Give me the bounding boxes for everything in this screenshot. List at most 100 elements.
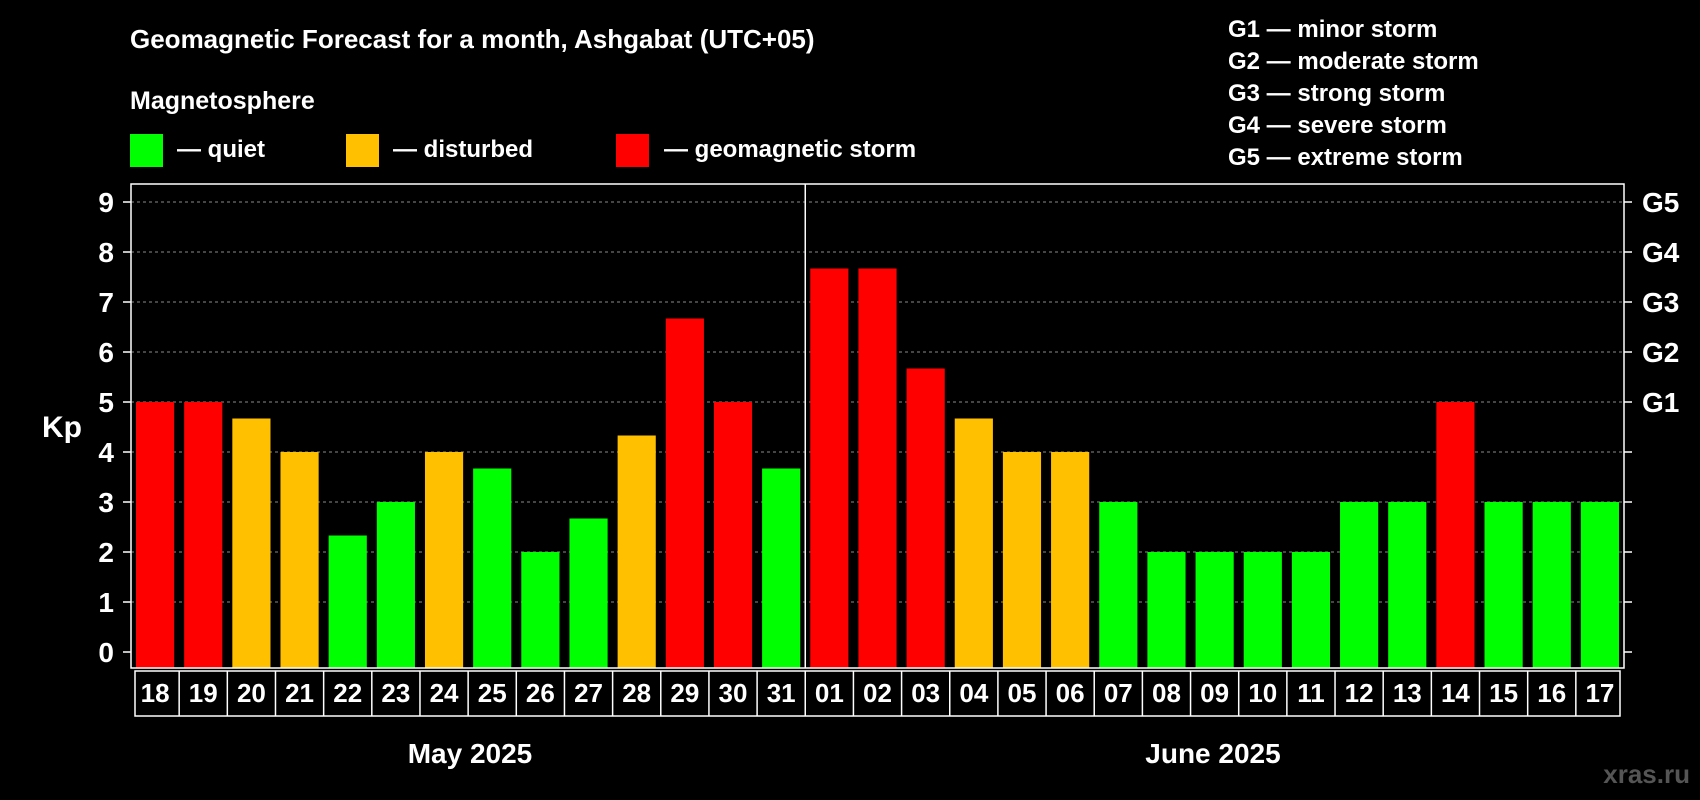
month-label-june: June 2025 (1145, 738, 1280, 769)
bar (376, 502, 415, 668)
x-tick-label: 23 (381, 678, 410, 708)
y-tick-label: 6 (98, 337, 114, 368)
x-tick-labels: 18 19 20 21 22 23 24 25 26 27 28 29 30 31 01 02 03 04 05 06… (134, 670, 1621, 717)
x-label-frame (134, 670, 1621, 717)
bar (1195, 552, 1234, 668)
bar (184, 402, 223, 668)
x-tick-label: 31 (767, 678, 796, 708)
bar (328, 535, 367, 668)
g-scale-label: G3 (1642, 287, 1679, 318)
bar (1388, 502, 1427, 668)
x-tick-label: 18 (141, 678, 170, 708)
chart-title: Geomagnetic Forecast for a month, Ashgab… (130, 24, 815, 54)
month-label-may: May 2025 (408, 738, 533, 769)
x-tick-label: 15 (1489, 678, 1518, 708)
g-scale-label: G2 (1642, 337, 1679, 368)
x-tick-label: 16 (1537, 678, 1566, 708)
bar (1002, 452, 1042, 668)
plot-frame (130, 183, 1625, 669)
x-tick-label: 05 (1008, 678, 1037, 708)
legend-label-quiet: — quiet (177, 136, 265, 163)
bar (1147, 552, 1186, 668)
x-tick-label: 27 (574, 678, 603, 708)
y-tick-label: 7 (98, 287, 114, 318)
bar (810, 268, 849, 668)
legend-label-storm: — geomagnetic storm (664, 136, 916, 163)
x-tick-label: 10 (1248, 678, 1277, 708)
x-tick-label: 01 (815, 678, 844, 708)
bar (762, 468, 801, 668)
bar (1051, 452, 1090, 668)
x-tick-label: 12 (1345, 678, 1374, 708)
x-tick-label: 29 (670, 678, 699, 708)
bar (569, 518, 608, 668)
x-tick-label: 24 (430, 678, 459, 708)
y-tick-label: 5 (98, 387, 114, 418)
y-tick-label: 0 (98, 637, 114, 668)
x-tick-label: 26 (526, 678, 555, 708)
x-tick-label: 13 (1393, 678, 1422, 708)
x-tick-label: 28 (622, 678, 651, 708)
storm-scale-legend: G1 — minor storm G2 — moderate storm G3 … (1228, 16, 1479, 171)
bar (954, 418, 993, 668)
bar (665, 318, 704, 668)
g-scale-label: G5 (1642, 187, 1679, 218)
storm-scale-g1: G1 — minor storm (1228, 16, 1437, 43)
y-tick-label: 2 (98, 537, 114, 568)
bar (906, 368, 945, 668)
x-tick-label: 04 (959, 678, 988, 708)
x-tick-label: 25 (478, 678, 507, 708)
bar (617, 435, 656, 668)
x-tick-label: 22 (333, 678, 362, 708)
x-tick-label: 11 (1297, 678, 1325, 708)
x-tick-label: 17 (1585, 678, 1614, 708)
x-tick-label: 02 (863, 678, 892, 708)
bar (1532, 502, 1571, 668)
bar (1484, 502, 1523, 668)
x-tick-label: 14 (1441, 678, 1470, 708)
x-tick-label: 06 (1056, 678, 1085, 708)
bar (1340, 502, 1379, 668)
bar (858, 268, 897, 668)
storm-scale-g2: G2 — moderate storm (1228, 48, 1479, 75)
g-scale-label: G4 (1642, 237, 1680, 268)
bar (713, 402, 753, 668)
legend-swatch-storm (616, 134, 649, 167)
x-tick-label: 07 (1104, 678, 1133, 708)
legend: — quiet — disturbed — geomagnetic storm (130, 134, 916, 167)
storm-scale-g5: G5 — extreme storm (1228, 144, 1463, 171)
bar (1243, 552, 1282, 668)
bar (1099, 502, 1138, 668)
y-tick-label: 8 (98, 237, 114, 268)
legend-swatch-disturbed (346, 134, 379, 167)
storm-scale-g3: G3 — strong storm (1228, 80, 1445, 107)
y-tick-label: 4 (98, 437, 114, 468)
x-tick-label: 03 (911, 678, 940, 708)
x-tick-label: 08 (1152, 678, 1181, 708)
x-tick-label: 30 (719, 678, 748, 708)
x-tick-label: 20 (237, 678, 266, 708)
legend-swatch-quiet (130, 134, 163, 167)
y-axis-label: Kp (42, 411, 82, 444)
y-tick-label: 9 (98, 187, 114, 218)
g-scale-label: G1 (1642, 387, 1679, 418)
bar (473, 468, 512, 668)
storm-scale-g4: G4 — severe storm (1228, 112, 1447, 139)
bar (136, 402, 175, 668)
bar (1291, 552, 1331, 668)
legend-title: Magnetosphere (130, 87, 315, 115)
bar (424, 452, 464, 668)
y-tick-label: 1 (98, 587, 114, 618)
x-tick-label: 19 (189, 678, 218, 708)
x-tick-label: 09 (1200, 678, 1229, 708)
watermark: xras.ru (1603, 759, 1690, 789)
bar (1580, 502, 1619, 668)
x-tick-label: 21 (285, 678, 314, 708)
y-tick-label: 3 (98, 487, 114, 518)
bars (136, 268, 1619, 668)
axes: 0 1 2 3 4 5 6 7 8 9 G1 G2 G3 G4 G5 (98, 183, 1680, 669)
bar (232, 418, 271, 668)
bar (1436, 402, 1475, 668)
legend-label-disturbed: — disturbed (393, 136, 533, 163)
